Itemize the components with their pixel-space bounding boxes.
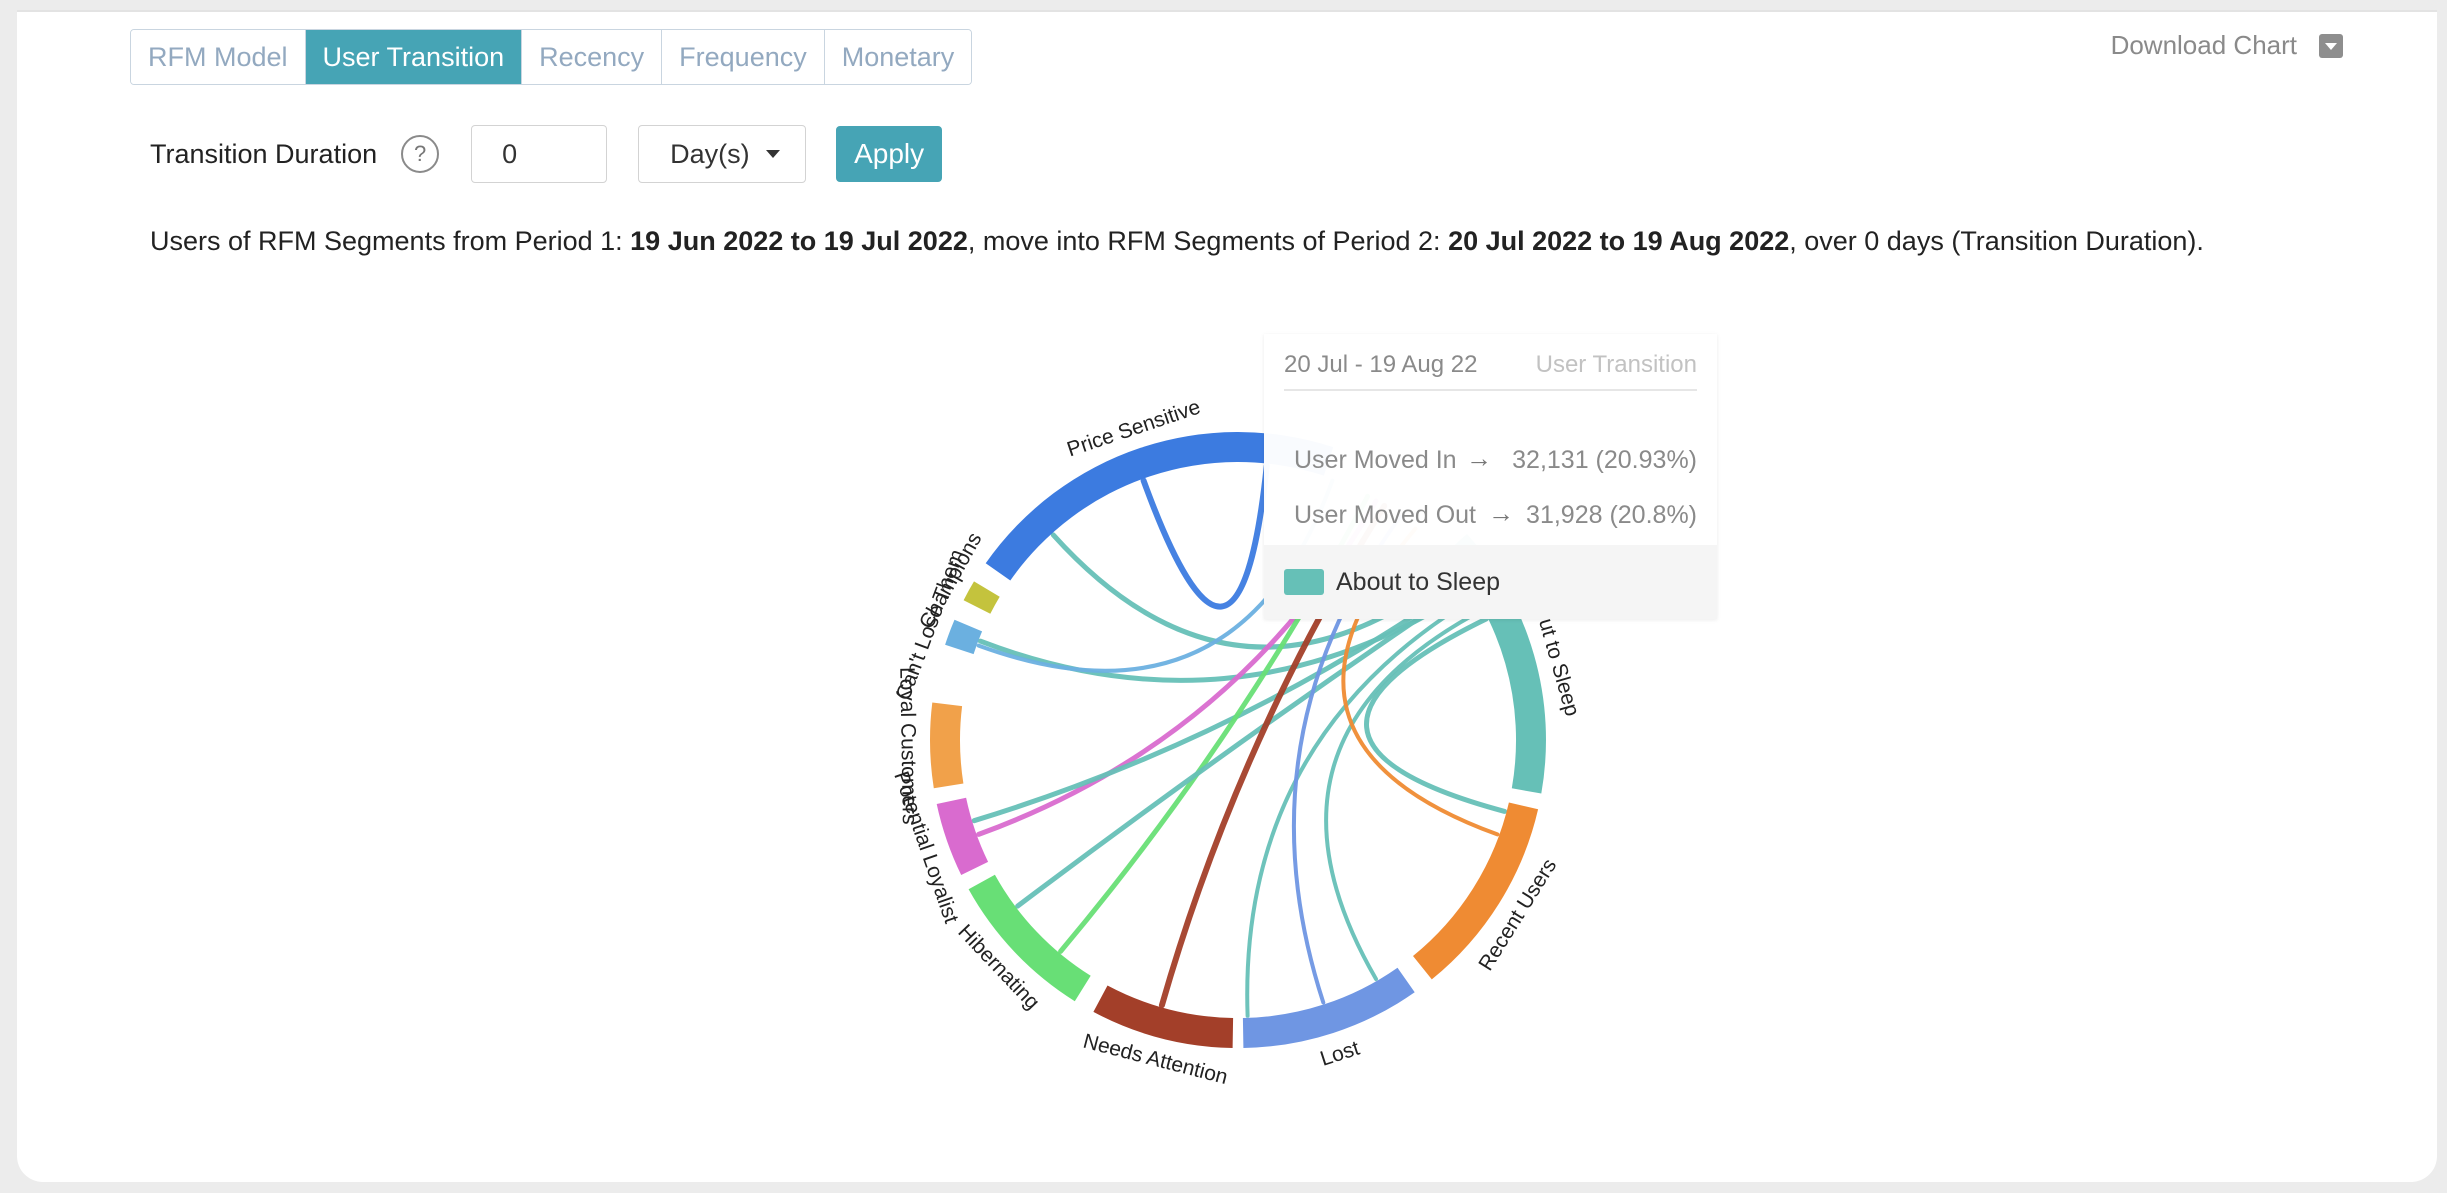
segment-arc-about-to-sleep[interactable]: [1444, 533, 1546, 794]
transition-duration-label: Transition Duration: [150, 138, 378, 169]
segment-arc-hibernating[interactable]: [968, 874, 1091, 1002]
segment-arc-potential-loyalist[interactable]: [936, 797, 989, 875]
description-suffix: , over 0 days (Transition Duration).: [1789, 226, 2204, 256]
dropdown-icon[interactable]: [2319, 33, 2343, 58]
segment-label-lost: Lost: [1318, 1037, 1363, 1071]
help-icon[interactable]: ?: [401, 135, 440, 173]
tab-monetary[interactable]: Monetary: [824, 30, 972, 84]
transition-ribbon[interactable]: [1364, 616, 1508, 814]
duration-unit-select[interactable]: Day(s): [638, 125, 807, 183]
download-chart-label: Download Chart: [2110, 30, 2297, 60]
segment-label-champions: Champions: [915, 529, 987, 633]
download-chart-button[interactable]: Download Chart: [2111, 30, 2343, 61]
tooltip-moved-out-row: User Moved Out → 31,928 (20.8%): [1294, 498, 1697, 535]
segment-arc-lost[interactable]: [1242, 967, 1415, 1048]
tab-user-transition[interactable]: User Transition: [305, 30, 523, 84]
apply-button[interactable]: Apply: [836, 126, 943, 182]
tooltip-date-range: 20 Jul - 19 Aug 22: [1284, 351, 1478, 378]
tooltip-tag: User Transition: [1535, 351, 1697, 378]
tab-rfm-model[interactable]: RFM Model: [131, 30, 306, 84]
tooltip-segment-name: About to Sleep: [1336, 567, 1501, 596]
segment-tooltip: 20 Jul - 19 Aug 22 User Transition User …: [1264, 334, 1717, 619]
tooltip-moved-in-row: User Moved In → 32,131 (20.93%): [1294, 443, 1697, 480]
duration-unit-value: Day(s): [670, 138, 750, 169]
segment-arc-can-t-lose-them[interactable]: [945, 619, 983, 655]
segment-arc-needs-attention[interactable]: [1093, 985, 1234, 1049]
chevron-down-icon: [765, 150, 780, 158]
transition-ribbon[interactable]: [1245, 595, 1477, 1018]
duration-input[interactable]: [471, 125, 608, 183]
tab-frequency[interactable]: Frequency: [662, 30, 825, 84]
transition-ribbon[interactable]: [1015, 583, 1470, 909]
segment-arc-loyal-customers[interactable]: [930, 702, 964, 789]
tab-recency[interactable]: Recency: [522, 30, 663, 84]
arrow-right-icon: →: [1488, 498, 1514, 528]
segment-color-swatch: [1284, 569, 1324, 595]
chart-card: [17, 10, 2437, 1182]
arrow-right-icon: →: [1466, 443, 1492, 473]
moved-out-label: User Moved Out: [1294, 501, 1477, 529]
transition-ribbon[interactable]: [971, 579, 1467, 824]
tooltip-header: 20 Jul - 19 Aug 22 User Transition: [1284, 351, 1697, 391]
moved-out-value: 31,928 (20.8%): [1526, 501, 1697, 529]
description-middle: , move into RFM Segments of Period 2:: [967, 226, 1449, 256]
segment-label-loyal-customers: Loyal Customers: [895, 667, 921, 825]
transition-controls: Transition Duration ? Day(s) Apply: [150, 125, 943, 183]
transition-description: Users of RFM Segments from Period 1: 19 …: [150, 226, 2204, 257]
transition-ribbon[interactable]: [1324, 608, 1484, 981]
description-prefix: Users of RFM Segments from Period 1:: [150, 226, 631, 256]
divider: [17, 10, 2437, 12]
period-2-range: 20 Jul 2022 to 19 Aug 2022: [1448, 226, 1790, 256]
segment-arc-recent-users[interactable]: [1413, 802, 1539, 980]
period-1-range: 19 Jun 2022 to 19 Jul 2022: [630, 226, 968, 256]
moved-in-value: 32,131 (20.93%): [1512, 446, 1697, 474]
tooltip-segment-row: About to Sleep: [1264, 545, 1717, 619]
transition-ribbon[interactable]: [1140, 462, 1270, 610]
view-tabs: RFM Model User Transition Recency Freque…: [130, 29, 973, 85]
moved-in-label: User Moved In: [1294, 446, 1457, 474]
segment-arc-champions[interactable]: [963, 581, 1000, 614]
